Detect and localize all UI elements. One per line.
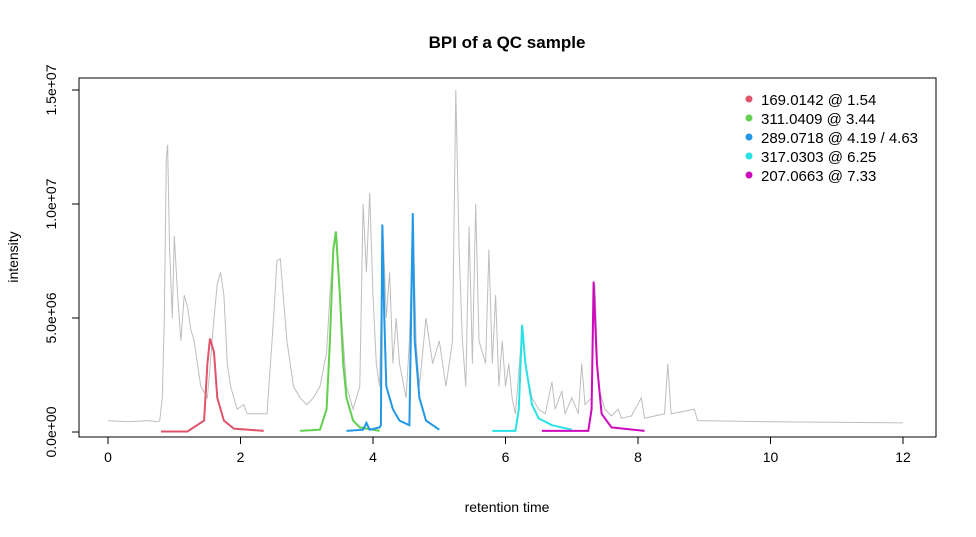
legend-marker-icon bbox=[745, 95, 753, 103]
legend-label: 207.0663 @ 7.33 bbox=[761, 168, 876, 185]
legend-label: 311.0409 @ 3.44 bbox=[761, 111, 875, 128]
legend: 169.0142 @ 1.54 311.0409 @ 3.44 289.0718 @… bbox=[745, 92, 918, 185]
legend-marker-icon bbox=[745, 171, 753, 179]
x-tick-label: 12 bbox=[895, 449, 911, 465]
x-axis-label: retention time bbox=[465, 499, 550, 515]
eic-trace-2 bbox=[346, 213, 440, 432]
legend-label: 169.0142 @ 1.54 bbox=[761, 92, 876, 109]
eic-trace-3 bbox=[492, 324, 573, 432]
y-tick-label: 1.5e+07 bbox=[43, 64, 59, 115]
x-axis: 0 2 4 6 8 10 12 bbox=[104, 436, 911, 465]
y-axis: 0.0e+00 5.0e+06 1.0e+07 1.5e+07 bbox=[43, 64, 79, 458]
legend-label: 289.0718 @ 4.19 / 4.63 bbox=[761, 130, 918, 147]
y-axis-label: intensity bbox=[5, 231, 21, 282]
legend-label: 317.0303 @ 6.25 bbox=[761, 149, 876, 166]
y-tick-label: 1.0e+07 bbox=[43, 178, 59, 229]
x-tick-label: 0 bbox=[104, 449, 112, 465]
legend-marker-icon bbox=[745, 152, 753, 160]
y-tick-label: 0.0e+00 bbox=[43, 406, 59, 457]
eic-trace-0 bbox=[161, 338, 264, 433]
y-tick-label: 5.0e+06 bbox=[43, 292, 59, 343]
x-tick-label: 2 bbox=[237, 449, 245, 465]
x-tick-label: 10 bbox=[763, 449, 779, 465]
eic-trace-4 bbox=[541, 281, 645, 432]
x-tick-label: 8 bbox=[634, 449, 642, 465]
chart-title: BPI of a QC sample bbox=[429, 33, 586, 52]
legend-marker-icon bbox=[745, 114, 753, 122]
plot-area bbox=[107, 89, 904, 433]
x-tick-label: 4 bbox=[369, 449, 377, 465]
x-tick-label: 6 bbox=[502, 449, 510, 465]
legend-marker-icon bbox=[745, 133, 753, 141]
eic-trace-1 bbox=[300, 231, 380, 432]
